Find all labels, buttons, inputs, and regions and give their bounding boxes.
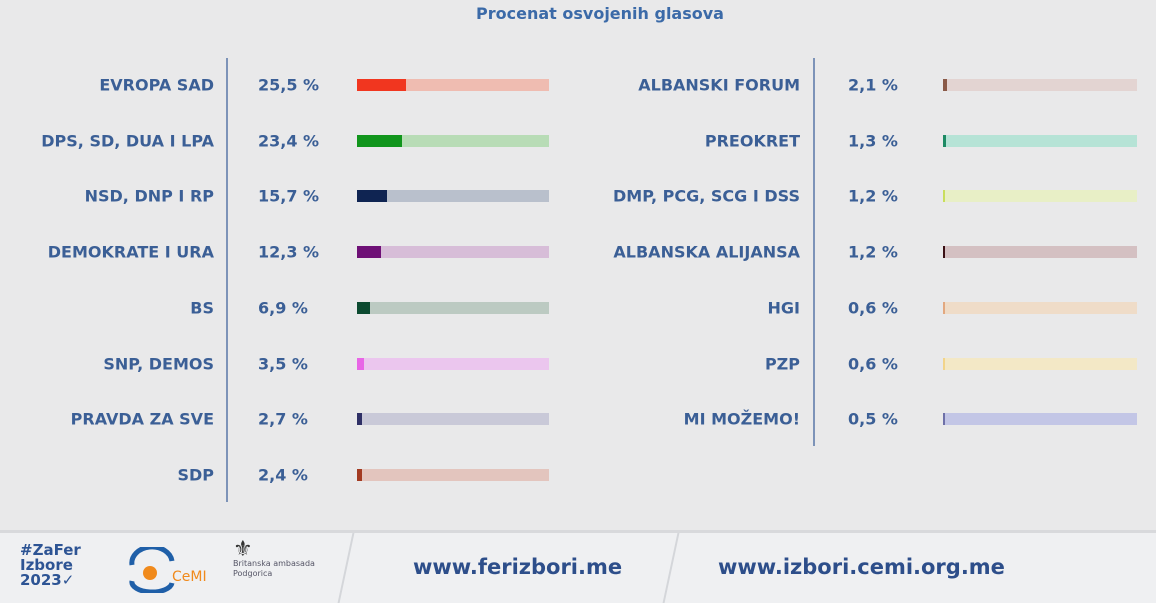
divider-right [813, 58, 815, 446]
bar-value-label: 23,4 % [258, 131, 320, 151]
bar-value-label: 2,1 % [848, 75, 898, 95]
bar-label: ALBANSKA ALIJANSA [613, 242, 800, 262]
bar [357, 468, 362, 481]
bar-track [357, 190, 549, 203]
bar-label: ALBANSKI FORUM [638, 75, 800, 95]
bar-label: EVROPA SAD [99, 75, 214, 95]
bar-value-label: 0,6 % [848, 354, 898, 373]
bar [943, 246, 946, 259]
bar-value-label: 2,7 % [258, 409, 308, 429]
cemi-logo: CeMI [129, 547, 207, 593]
bar [357, 79, 406, 91]
bar-label: SDP [177, 465, 214, 485]
bar [943, 190, 946, 203]
bar [357, 246, 381, 259]
chart-title: Procenat osvojenih glasova [476, 4, 724, 23]
bar-label: BS [190, 298, 214, 318]
british-embassy-logo: ⚜ Britanska ambasada Podgorica [233, 537, 315, 579]
bar-track [943, 357, 1137, 370]
bar-track [357, 468, 549, 481]
bar-label: DMP, PCG, SCG I DSS [613, 186, 800, 206]
bar [943, 301, 945, 314]
bar-track [357, 134, 549, 147]
bar [357, 134, 402, 147]
link-cemi[interactable]: www.izbori.cemi.org.me [718, 555, 1005, 579]
bar-track [943, 79, 1137, 91]
bar [357, 357, 364, 370]
bar-label: SNP, DEMOS [103, 354, 214, 373]
link-ferizbori[interactable]: www.ferizbori.me [413, 555, 623, 579]
bar [357, 190, 388, 203]
bar-track [943, 301, 1137, 314]
bar-track [357, 357, 549, 370]
bar-track [357, 301, 549, 314]
bar-value-label: 1,2 % [848, 186, 898, 206]
svg-text:CeMI: CeMI [172, 569, 207, 585]
divider-left [226, 58, 228, 502]
bar-label: DEMOKRATE I URA [47, 242, 214, 262]
bar [943, 357, 945, 370]
bar-label: PREOKRET [704, 131, 800, 151]
bar-value-label: 15,7 % [258, 186, 320, 206]
bar-track [357, 413, 549, 426]
bar [357, 301, 371, 314]
bar-track [357, 79, 549, 91]
zafer-izbore-logo: #ZaFer Izbore 2023✓ [20, 541, 81, 589]
bar-label: DPS, SD, DUA I LPA [41, 131, 214, 151]
bar-value-label: 6,9 % [258, 298, 308, 318]
bar-label: NSD, DNP I RP [84, 186, 214, 206]
bar-value-label: 0,5 % [848, 409, 898, 429]
bar-track [357, 246, 549, 259]
bar-value-label: 12,3 % [258, 242, 320, 262]
bar-value-label: 3,5 % [258, 354, 308, 373]
bar-track [943, 413, 1137, 426]
bar-track [943, 134, 1137, 147]
bar-value-label: 1,2 % [848, 242, 898, 262]
bar [943, 134, 946, 147]
bar [943, 413, 945, 426]
bar [943, 79, 948, 91]
bar-label: PRAVDA ZA SVE [70, 409, 214, 429]
bar-value-label: 25,5 % [258, 75, 320, 95]
bar-label: MI MOŽEMO! [683, 409, 800, 429]
footer: #ZaFer Izbore 2023✓ CeMI ⚜ Britanska ambasa… [0, 530, 1156, 603]
bar-label: HGI [767, 298, 800, 318]
bar-value-label: 1,3 % [848, 131, 898, 151]
bar [357, 413, 363, 426]
bar-track [943, 190, 1137, 203]
bar-label: PZP [764, 354, 800, 373]
bar-value-label: 2,4 % [258, 465, 308, 485]
bar-value-label: 0,6 % [848, 298, 898, 318]
bar-track [943, 246, 1137, 259]
